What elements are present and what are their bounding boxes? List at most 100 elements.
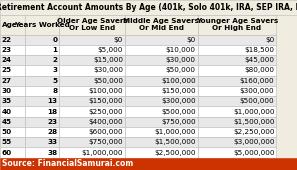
Text: $10,000: $10,000 [166, 47, 196, 53]
Bar [25, 35, 59, 45]
Text: 25: 25 [2, 67, 12, 73]
Bar [25, 96, 59, 106]
Text: 13: 13 [48, 98, 58, 104]
Bar [0, 55, 25, 65]
Text: $1,500,000: $1,500,000 [233, 119, 274, 125]
Bar [125, 96, 198, 106]
Bar [125, 86, 198, 96]
Bar [0, 76, 25, 86]
Text: Younger Age Savers
Or High End: Younger Age Savers Or High End [196, 19, 278, 31]
Text: $80,000: $80,000 [244, 67, 274, 73]
Text: $1,000,000: $1,000,000 [154, 129, 196, 135]
Text: $400,000: $400,000 [88, 119, 123, 125]
Bar [125, 45, 198, 55]
Text: $1,500,000: $1,500,000 [154, 139, 196, 145]
Text: $0: $0 [187, 37, 196, 43]
Text: 50: 50 [2, 129, 12, 135]
Text: $500,000: $500,000 [240, 98, 274, 104]
Bar [25, 117, 59, 127]
Bar [59, 137, 125, 148]
Text: 23: 23 [48, 119, 58, 125]
Bar [0, 35, 25, 45]
Bar [198, 117, 276, 127]
Text: 5: 5 [53, 78, 58, 84]
Text: $5,000,000: $5,000,000 [233, 150, 274, 156]
Bar [25, 148, 59, 158]
Text: Years Worked: Years Worked [14, 22, 70, 28]
Text: $150,000: $150,000 [161, 88, 196, 94]
Text: 2: 2 [53, 57, 58, 63]
Bar [59, 55, 125, 65]
Text: Middle Age Savers
Or Mid End: Middle Age Savers Or Mid End [123, 19, 199, 31]
Bar [198, 127, 276, 137]
Text: $100,000: $100,000 [88, 88, 123, 94]
Bar [125, 35, 198, 45]
Bar [198, 106, 276, 117]
Bar [0, 96, 25, 106]
Text: $30,000: $30,000 [93, 67, 123, 73]
Text: $2,500,000: $2,500,000 [154, 150, 196, 156]
Text: $2,250,000: $2,250,000 [233, 129, 274, 135]
Text: 18: 18 [48, 108, 58, 115]
Text: Pre-Tax Retirement Account Amounts By Age (401k, Solo 401k, IRA, SEP IRA, Rollov: Pre-Tax Retirement Account Amounts By Ag… [0, 3, 297, 12]
Bar [0, 137, 25, 148]
Bar [0, 148, 25, 158]
Text: $160,000: $160,000 [240, 78, 274, 84]
Bar [25, 55, 59, 65]
Text: $750,000: $750,000 [88, 139, 123, 145]
Bar [25, 127, 59, 137]
Bar [0, 127, 25, 137]
Bar [125, 106, 198, 117]
Bar [125, 137, 198, 148]
Text: 33: 33 [48, 139, 58, 145]
Bar [25, 15, 59, 35]
Bar [125, 148, 198, 158]
Bar [125, 15, 198, 35]
Bar [25, 45, 59, 55]
Bar [59, 127, 125, 137]
Bar [59, 96, 125, 106]
Text: $0: $0 [114, 37, 123, 43]
Bar [198, 45, 276, 55]
Bar [0, 86, 25, 96]
Text: $1,000,000: $1,000,000 [81, 150, 123, 156]
Bar [25, 65, 59, 76]
Text: 1: 1 [53, 47, 58, 53]
Text: $1,000,000: $1,000,000 [233, 108, 274, 115]
Text: 23: 23 [2, 47, 12, 53]
Text: $15,000: $15,000 [93, 57, 123, 63]
Bar [25, 76, 59, 86]
Bar [198, 76, 276, 86]
Bar [198, 96, 276, 106]
Text: 30: 30 [2, 88, 12, 94]
Bar [198, 55, 276, 65]
Text: $250,000: $250,000 [88, 108, 123, 115]
Text: $5,000: $5,000 [98, 47, 123, 53]
Text: 8: 8 [53, 88, 58, 94]
Bar [198, 65, 276, 76]
Bar [125, 76, 198, 86]
Bar [59, 65, 125, 76]
Text: $750,000: $750,000 [161, 119, 196, 125]
Bar [59, 76, 125, 86]
Bar [125, 117, 198, 127]
Text: $18,500: $18,500 [244, 47, 274, 53]
Bar [198, 86, 276, 96]
Bar [198, 15, 276, 35]
Text: $300,000: $300,000 [161, 98, 196, 104]
Bar [59, 148, 125, 158]
Bar [25, 106, 59, 117]
Bar [59, 35, 125, 45]
Text: $45,000: $45,000 [244, 57, 274, 63]
Text: $300,000: $300,000 [240, 88, 274, 94]
Bar [59, 117, 125, 127]
Text: 35: 35 [2, 98, 12, 104]
Text: 28: 28 [48, 129, 58, 135]
Bar [0, 106, 25, 117]
Bar [0, 65, 25, 76]
Text: 38: 38 [48, 150, 58, 156]
Bar [125, 55, 198, 65]
Bar [59, 45, 125, 55]
Bar [0, 15, 25, 35]
Text: 40: 40 [2, 108, 12, 115]
